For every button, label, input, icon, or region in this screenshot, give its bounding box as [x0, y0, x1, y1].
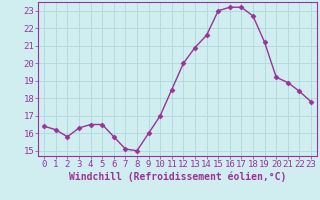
- X-axis label: Windchill (Refroidissement éolien,°C): Windchill (Refroidissement éolien,°C): [69, 172, 286, 182]
